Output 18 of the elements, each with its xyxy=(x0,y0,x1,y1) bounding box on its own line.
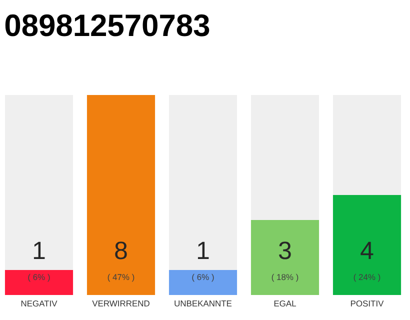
x-tick-label: UNBEKANNTE xyxy=(174,300,232,306)
annotation: ( 6% ) xyxy=(28,274,50,282)
chart-title: 089812570783 xyxy=(5,14,210,36)
bar xyxy=(4,270,74,295)
data-label: 8 xyxy=(115,242,127,260)
x-tick-label: NEGATIV xyxy=(21,300,58,307)
annotation: ( 18% ) xyxy=(272,274,298,282)
x-tick-label: VERWIRREND xyxy=(92,300,150,306)
x-tick-label: POSITIV xyxy=(350,300,384,307)
data-label: 1 xyxy=(198,242,209,259)
data-label: 3 xyxy=(279,242,291,260)
annotation: ( 6% ) xyxy=(192,274,214,282)
bar xyxy=(168,270,238,295)
x-tick-label: EGAL xyxy=(274,300,296,307)
annotation: ( 47% ) xyxy=(108,274,134,282)
data-label: 4 xyxy=(360,242,374,259)
data-label: 1 xyxy=(34,242,45,259)
annotation: ( 24% ) xyxy=(354,274,380,282)
